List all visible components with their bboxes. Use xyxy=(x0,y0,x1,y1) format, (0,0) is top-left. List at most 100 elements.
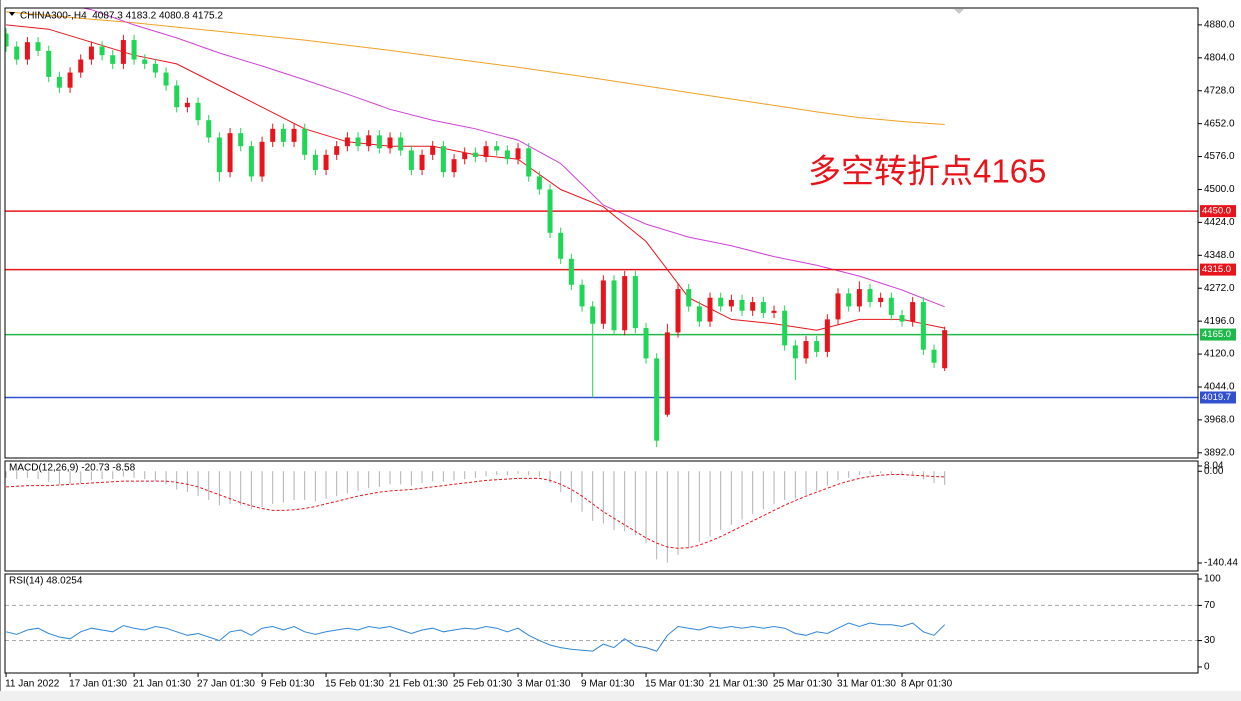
candle-body xyxy=(184,102,190,108)
x-tick-label: 9 Mar 01:30 xyxy=(581,679,635,690)
y-tick-label: -140.44 xyxy=(1204,558,1238,569)
candle-body xyxy=(35,42,41,51)
x-tick-label: 11 Jan 2022 xyxy=(5,679,60,690)
candle-body xyxy=(792,345,798,359)
candle-body xyxy=(270,128,276,142)
candle-body xyxy=(632,276,638,329)
candle-body xyxy=(344,137,350,147)
y-tick-label: 4500.0 xyxy=(1204,184,1235,195)
annotation: 多空转折点4165 xyxy=(808,153,1046,190)
candle-body xyxy=(686,289,692,307)
candle-body xyxy=(88,46,94,60)
candle-body xyxy=(451,159,457,173)
candle-body xyxy=(440,146,446,173)
macd-title: MACD(12,26,9) -20.73 -8.58 xyxy=(9,463,136,474)
candle-body xyxy=(931,349,937,363)
y-tick-label: 4728.0 xyxy=(1204,85,1235,96)
moving-average xyxy=(80,8,945,308)
candle-body xyxy=(14,46,20,60)
x-tick-label: 25 Mar 01:30 xyxy=(773,679,832,690)
y-tick-label: 4348.0 xyxy=(1204,250,1235,261)
candle-body xyxy=(803,341,809,359)
rsi-title: RSI(14) 48.0254 xyxy=(9,576,83,587)
candle-body xyxy=(782,310,788,346)
menu-arrow[interactable] xyxy=(9,12,15,16)
candle-body xyxy=(558,232,564,259)
candle-body xyxy=(814,341,820,352)
candle-body xyxy=(654,358,660,441)
x-tick-label: 15 Mar 01:30 xyxy=(645,679,704,690)
x-tick-label: 3 Mar 01:30 xyxy=(517,679,571,690)
candle-body xyxy=(867,289,873,303)
candle-body xyxy=(99,46,105,56)
macd-frame xyxy=(4,460,1199,572)
x-tick-label: 27 Jan 01:30 xyxy=(197,679,255,690)
candle-body xyxy=(526,148,532,177)
candle-body xyxy=(238,133,244,147)
candle-body xyxy=(195,102,201,121)
level-label-box xyxy=(1200,263,1236,276)
candle-body xyxy=(739,299,745,311)
candle-body xyxy=(878,297,884,303)
y-tick-label: 4880.0 xyxy=(1204,20,1235,31)
candle-body xyxy=(398,137,404,151)
candle-body xyxy=(334,146,340,155)
candle-body xyxy=(291,128,297,142)
candle-body xyxy=(110,55,116,64)
candle-body xyxy=(856,289,862,307)
y-tick-label: 0.00 xyxy=(1204,466,1224,477)
candle-body xyxy=(302,128,308,155)
x-tick-label: 8 Apr 01:30 xyxy=(901,679,953,690)
candle-body xyxy=(600,280,606,324)
candle-body xyxy=(504,150,510,160)
candle-body xyxy=(942,330,948,369)
candle-body xyxy=(131,40,137,60)
y-tick-label: 30 xyxy=(1204,635,1216,646)
candle-body xyxy=(312,154,318,170)
candle-body xyxy=(707,297,713,322)
y-tick-label: 4272.0 xyxy=(1204,283,1235,294)
y-tick-label: 4424.0 xyxy=(1204,217,1235,228)
candle-body xyxy=(568,258,574,285)
x-tick-label: 21 Mar 01:30 xyxy=(709,679,768,690)
level-label: 4019.7 xyxy=(1202,392,1231,403)
y-tick-label: 3892.0 xyxy=(1204,447,1235,458)
candle-body xyxy=(590,306,596,324)
candle-body xyxy=(323,154,329,170)
candle-body xyxy=(206,120,212,138)
candle-body xyxy=(611,280,617,331)
y-tick-label: 4804.0 xyxy=(1204,52,1235,63)
candle-body xyxy=(515,148,521,160)
candle-body xyxy=(888,297,894,316)
price-panel xyxy=(5,8,1198,448)
candle-body xyxy=(174,85,180,108)
y-tick-label: 8.04 xyxy=(1204,461,1224,472)
candle-body xyxy=(46,50,52,77)
candle-body xyxy=(163,72,169,86)
signal-line xyxy=(6,474,945,549)
candle-body xyxy=(728,299,734,307)
x-tick-label: 15 Feb 01:30 xyxy=(325,679,384,690)
candle-body xyxy=(675,289,681,333)
y-tick-label: 100 xyxy=(1204,574,1221,585)
candle-body xyxy=(152,63,158,73)
candle-body xyxy=(846,293,852,307)
candle-body xyxy=(355,137,361,147)
candle-body xyxy=(643,328,649,359)
level-label: 4165.0 xyxy=(1202,329,1231,340)
candle-body xyxy=(910,302,916,322)
price-frame xyxy=(4,7,1199,459)
candle-body xyxy=(494,146,500,151)
candle-body xyxy=(536,176,542,190)
candle-body xyxy=(366,135,372,147)
candle-body xyxy=(750,302,756,311)
x-tick-label: 21 Feb 01:30 xyxy=(389,679,448,690)
price-title: CHINA300-,H4 4087.3 4183.2 4080.8 4175.2 xyxy=(20,11,223,22)
y-tick-label: 0 xyxy=(1204,662,1210,673)
level-label: 4450.0 xyxy=(1202,206,1231,217)
candle-body xyxy=(227,133,233,173)
rsi-line xyxy=(5,622,946,652)
candle-body xyxy=(408,150,414,170)
